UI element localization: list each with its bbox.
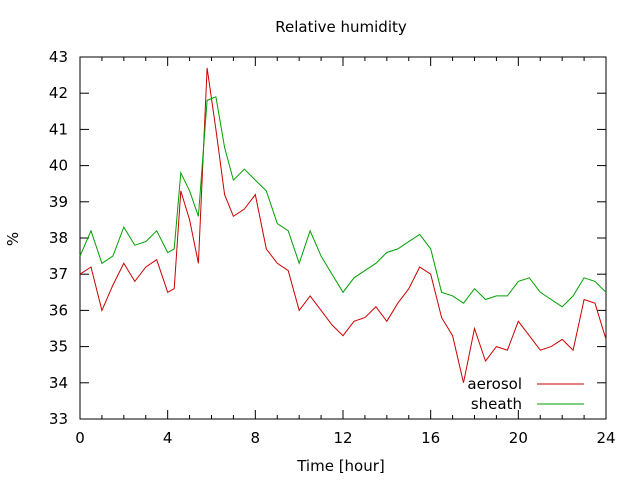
y-tick-label: 33 bbox=[49, 410, 68, 428]
y-axis: 33 34 35 36 37 38 39 40 41 42 43 bbox=[49, 48, 606, 428]
y-tick-label: 35 bbox=[49, 338, 68, 356]
legend-label-sheath: sheath bbox=[471, 395, 522, 413]
x-tick-label: 0 bbox=[75, 429, 85, 447]
y-tick-label: 38 bbox=[49, 229, 68, 247]
x-tick-label: 8 bbox=[251, 429, 261, 447]
y-tick-label: 39 bbox=[49, 193, 68, 211]
x-tick-label: 24 bbox=[596, 429, 615, 447]
y-tick-label: 37 bbox=[49, 265, 68, 283]
x-axis-label: Time [hour] bbox=[296, 457, 385, 475]
y-tick-label: 34 bbox=[49, 374, 68, 392]
y-tick-label: 43 bbox=[49, 48, 68, 66]
x-tick-label: 20 bbox=[509, 429, 528, 447]
series-line-aerosol bbox=[79, 67, 607, 383]
legend: aerosol sheath bbox=[467, 375, 584, 413]
series-lines bbox=[79, 67, 607, 383]
y-axis-label: % bbox=[4, 232, 22, 246]
y-tick-label: 40 bbox=[49, 157, 68, 175]
x-tick-label: 16 bbox=[421, 429, 440, 447]
legend-label-aerosol: aerosol bbox=[467, 375, 522, 393]
x-tick-label: 12 bbox=[333, 429, 352, 447]
chart-title: Relative humidity bbox=[275, 18, 407, 36]
y-tick-label: 42 bbox=[49, 84, 68, 102]
plot-frame bbox=[79, 56, 607, 420]
y-tick-label: 41 bbox=[49, 120, 68, 138]
y-tick-label: 36 bbox=[49, 301, 68, 319]
x-tick-label: 4 bbox=[163, 429, 173, 447]
series-line-sheath bbox=[79, 96, 607, 308]
x-axis: 0 4 8 12 16 20 24 bbox=[75, 57, 616, 447]
